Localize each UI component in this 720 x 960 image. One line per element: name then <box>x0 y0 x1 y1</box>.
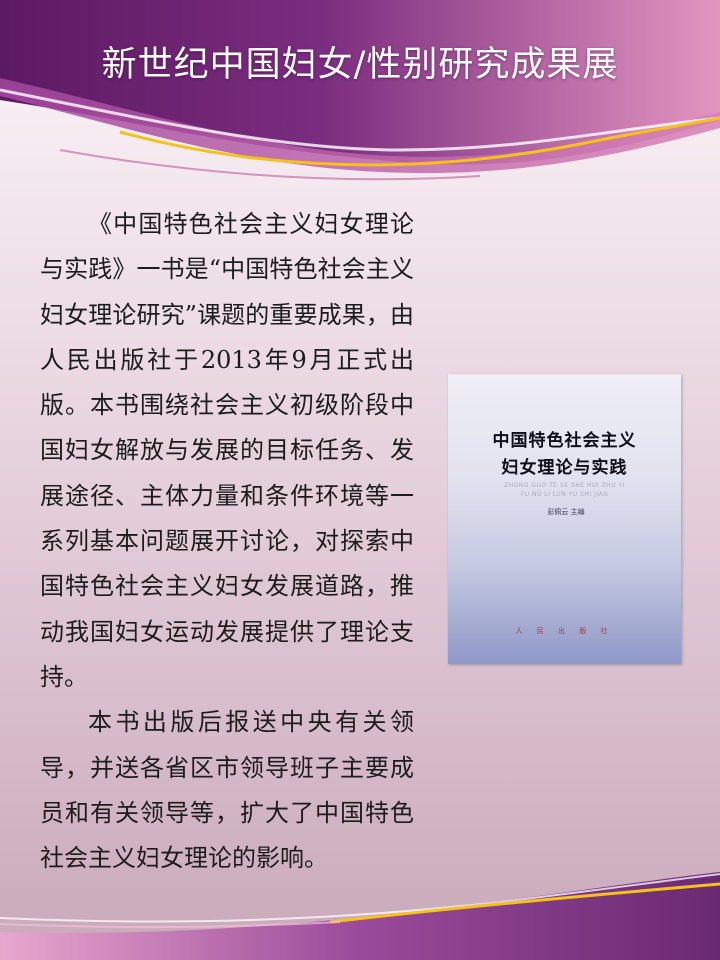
article-paragraph: 《中国特色社会主义妇女理论与实践》一书是“中国特色社会主义妇女理论研究”课题的重… <box>40 210 414 691</box>
book-editor: 彭佩云 主编 <box>547 508 585 516</box>
book-title-line: 中国特色社会主义 <box>492 431 637 451</box>
book-pinyin-line: FU NÜ LI LUN YU SHI JIAN <box>520 491 609 498</box>
article-paragraph: 本书出版后报送中央有关领导，并送各省区市领导班子主要成员和有关领导等，扩大了中国… <box>40 708 414 873</box>
footer-banner <box>0 872 720 960</box>
article-body: 《中国特色社会主义妇女理论与实践》一书是“中国特色社会主义妇女理论研究”课题的重… <box>40 202 414 881</box>
header-banner <box>0 0 720 181</box>
book-cover-image: 中国特色社会主义 妇女理论与实践 ZHONG GUO TE SE SHE HUI… <box>448 374 681 664</box>
book-pinyin-line: ZHONG GUO TE SE SHE HUI ZHU YI <box>504 482 625 489</box>
page-title: 新世纪中国妇女/性别研究成果展 <box>101 45 619 85</box>
book-title-line: 妇女理论与实践 <box>501 458 628 478</box>
book-publisher: 人 民 出 版 社 <box>515 627 614 635</box>
